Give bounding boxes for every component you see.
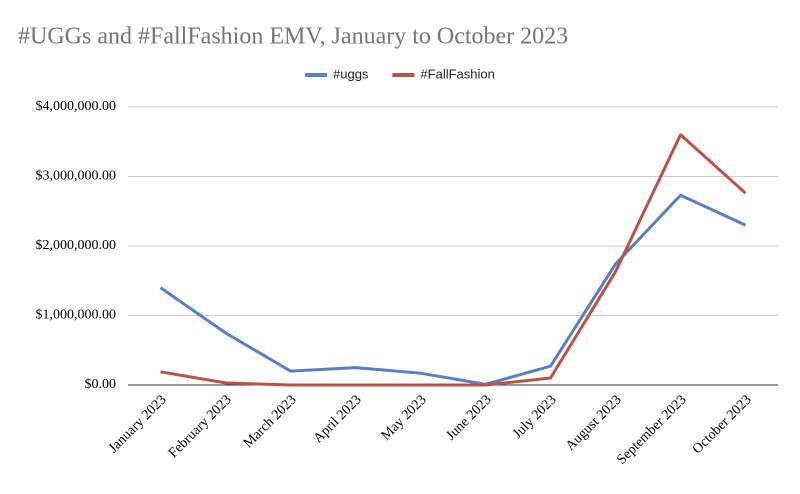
x-tick-label: September 2023 xyxy=(614,392,689,467)
y-tick-label: $2,000,000.00 xyxy=(36,238,117,253)
y-tick-label: $1,000,000.00 xyxy=(36,308,117,323)
series-line xyxy=(159,193,747,386)
legend-label: #uggs xyxy=(333,66,369,81)
y-tick-label: $4,000,000.00 xyxy=(36,99,117,114)
chart-title: #UGGs and #FallFashion EMV, January to O… xyxy=(18,24,568,50)
x-tick-label: January 2023 xyxy=(106,392,170,456)
legend-label: #FallFashion xyxy=(420,66,494,81)
x-tick-label: August 2023 xyxy=(563,392,624,453)
x-tick-label: March 2023 xyxy=(241,392,300,451)
y-tick-label: $3,000,000.00 xyxy=(36,169,117,184)
x-tick-label: February 2023 xyxy=(166,392,235,461)
x-tick-label: October 2023 xyxy=(690,392,755,457)
x-tick-label: June 2023 xyxy=(444,392,495,443)
series-line xyxy=(160,133,747,387)
x-tick-label: April 2023 xyxy=(311,392,365,446)
x-tick-label: May 2023 xyxy=(379,392,430,443)
x-tick-label: July 2023 xyxy=(510,392,559,441)
y-tick-label: $0.00 xyxy=(85,377,117,392)
